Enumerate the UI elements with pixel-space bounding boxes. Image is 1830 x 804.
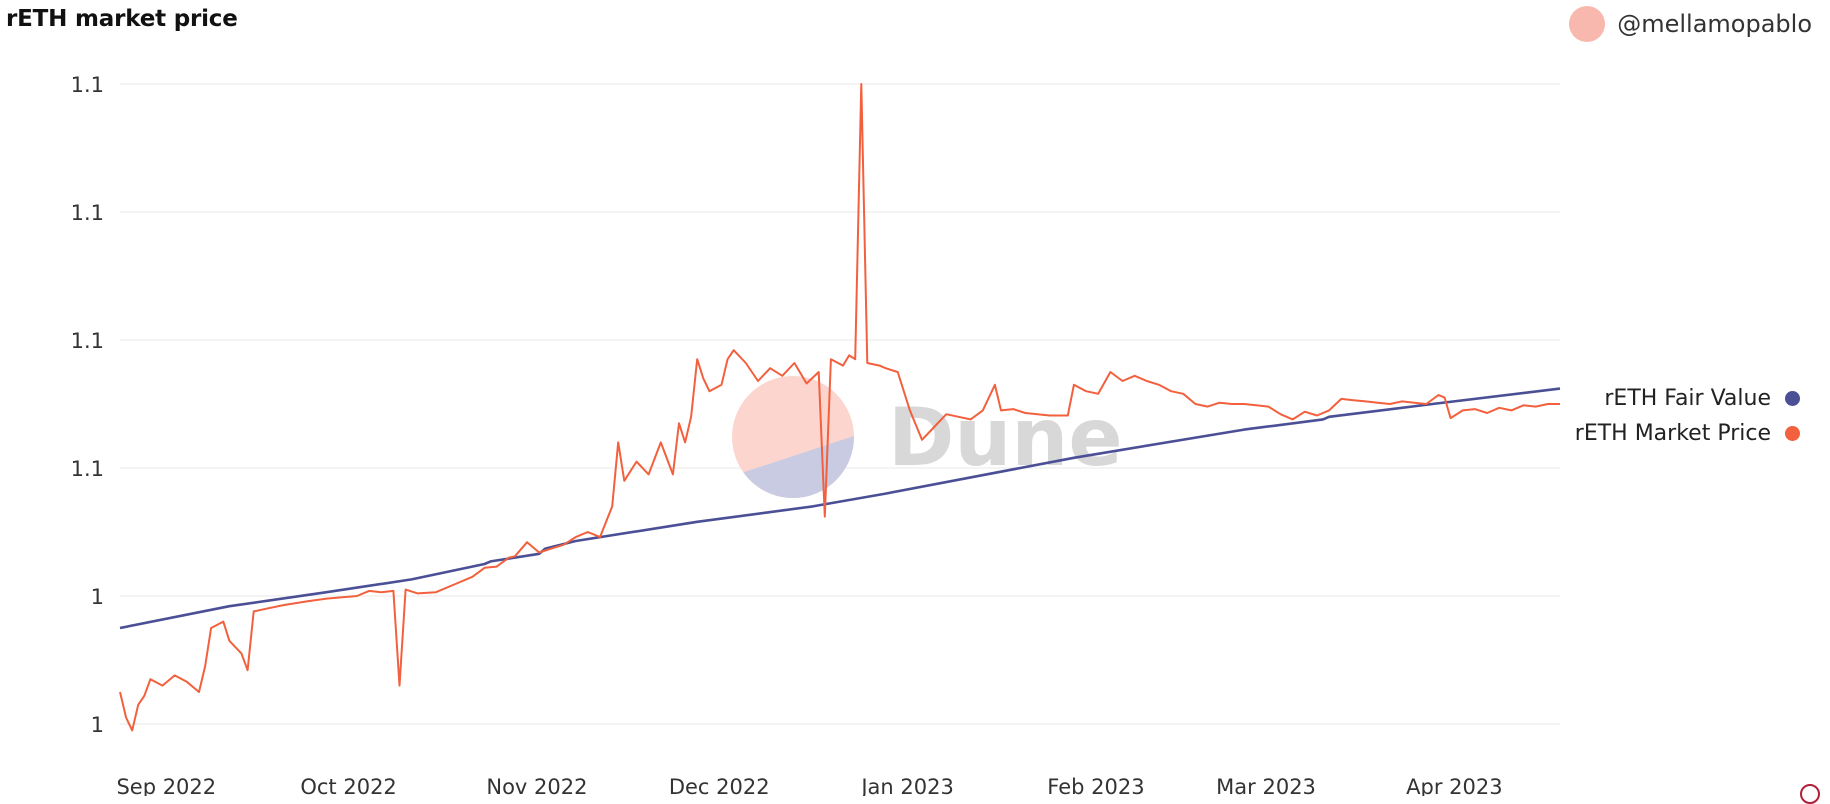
avatar[interactable] <box>1569 6 1606 42</box>
author-name[interactable]: @mellamopablo <box>1617 10 1812 38</box>
legend-label-market-price: rETH Market Price <box>1574 421 1771 446</box>
x-tick-label: Apr 2023 <box>1406 775 1502 796</box>
series-layer <box>119 83 1561 732</box>
chart-title: rETH market price <box>6 6 238 32</box>
y-tick-label: 1.1 <box>71 73 104 97</box>
grid-lines <box>120 83 1560 725</box>
x-tick-label: Jan 2023 <box>859 775 954 796</box>
x-tick-label: Mar 2023 <box>1216 775 1316 796</box>
author-badge[interactable]: @mellamopablo <box>1569 4 1812 44</box>
legend-dot-fair-value <box>1785 391 1800 406</box>
legend-dot-market-price <box>1785 426 1800 441</box>
corner-indicator <box>1800 784 1820 804</box>
y-tick-label: 1 <box>91 585 104 609</box>
legend-item-market-price[interactable]: rETH Market Price <box>1575 420 1800 447</box>
series-line-fair-value[interactable] <box>119 387 1561 630</box>
y-tick-label: 1.1 <box>71 457 104 481</box>
x-tick-label: Dec 2022 <box>669 775 770 796</box>
legend: rETH Fair Value rETH Market Price <box>1575 385 1800 447</box>
x-tick-label: Sep 2022 <box>116 775 216 796</box>
y-tick-label: 1.1 <box>71 201 104 225</box>
x-tick-label: Nov 2022 <box>486 775 587 796</box>
y-tick-label: 1.1 <box>71 329 104 353</box>
watermark-text: Dune <box>888 391 1123 484</box>
x-tick-label: Oct 2022 <box>300 775 396 796</box>
legend-label-fair-value: rETH Fair Value <box>1604 386 1771 411</box>
dune-watermark: Dune <box>732 376 1123 498</box>
y-tick-label: 1 <box>91 713 104 737</box>
x-axis: Sep 2022 Oct 2022 Nov 2022 Dec 2022 Jan 2023… <box>116 775 1502 796</box>
y-axis: 1 1 1.1 1.1 1.1 1.1 <box>71 73 104 737</box>
x-tick-label: Feb 2023 <box>1047 775 1144 796</box>
legend-item-fair-value[interactable]: rETH Fair Value <box>1604 385 1800 412</box>
series-line-market-price[interactable] <box>119 83 1560 732</box>
